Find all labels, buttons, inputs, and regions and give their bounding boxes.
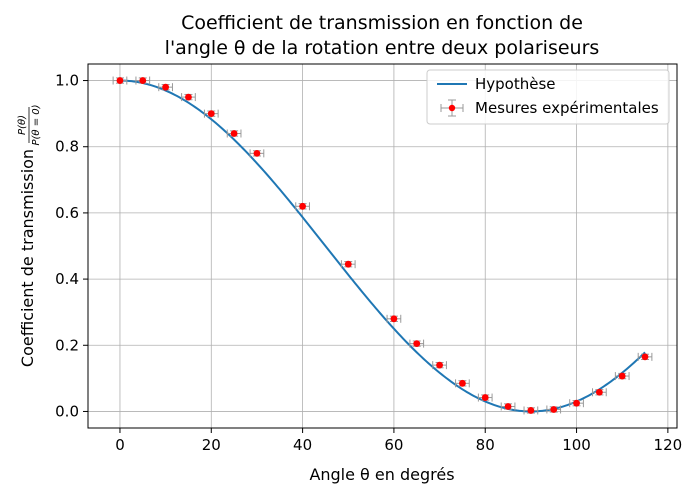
plot-frame: [87, 63, 678, 429]
y-axis-label-denominator: P(θ = 0): [31, 104, 42, 145]
measurement-point: [295, 202, 310, 211]
measurement-point: [203, 109, 219, 118]
legend-box: [426, 69, 670, 125]
measurement-marker: [207, 110, 215, 118]
x-axis: 0 20 40 60 80 100 120: [115, 428, 682, 454]
measurement-marker: [299, 202, 306, 210]
measurement-point: [500, 402, 516, 411]
measurement-marker: [527, 407, 535, 414]
legend-label-hypothesis: Hypothèse: [475, 75, 556, 93]
measurement-point: [637, 352, 653, 361]
measurements-series: [112, 76, 653, 415]
measurement-point: [226, 129, 242, 138]
y-axis: 0.0 0.2 0.4 0.6 0.8 1.0: [55, 72, 88, 420]
measurement-marker: [595, 388, 603, 396]
y-tick-label: 1.0: [55, 72, 79, 90]
x-tick-label: 20: [202, 436, 221, 454]
measurement-marker: [459, 379, 466, 387]
measurement-marker: [139, 77, 147, 84]
measurement-marker: [162, 83, 170, 91]
hypothesis-series: [119, 79, 646, 413]
measurement-point: [340, 260, 356, 269]
measurement-point: [592, 388, 607, 397]
y-axis-label: Coefficient de transmission P(θ) P(θ = 0…: [17, 104, 42, 367]
legend-label-measurements: Mesures expérimentales: [475, 99, 659, 117]
measurement-point: [614, 372, 630, 381]
measurement-marker: [185, 93, 192, 101]
x-tick-label: 0: [115, 436, 125, 454]
chart-title-line-2: l'angle θ de la rotation entre deux pola…: [165, 37, 600, 59]
x-axis-label: Angle θ en degrés: [309, 465, 454, 484]
measurement-marker: [573, 399, 580, 407]
measurement-marker: [550, 406, 558, 413]
measurement-point: [432, 361, 447, 370]
measurement-point: [181, 93, 196, 102]
hypothesis-curve: [119, 79, 646, 413]
measurement-marker: [390, 315, 398, 323]
y-tick-label: 0.6: [55, 204, 79, 222]
x-tick-label: 120: [654, 436, 683, 454]
measurement-marker: [344, 260, 352, 268]
measurement-marker: [116, 77, 124, 84]
measurement-marker: [481, 394, 489, 401]
measurement-point: [249, 149, 265, 158]
y-tick-label: 0.2: [55, 336, 79, 354]
x-tick-label: 80: [476, 436, 495, 454]
measurement-point: [135, 76, 151, 85]
y-axis-label-main: Coefficient de transmission: [18, 149, 37, 367]
measurement-point: [386, 314, 402, 323]
measurement-point: [409, 339, 425, 348]
measurement-marker: [413, 340, 421, 348]
measurement-marker: [618, 372, 626, 380]
measurement-marker: [504, 403, 512, 410]
measurement-marker: [230, 130, 238, 137]
measurement-point: [112, 76, 128, 85]
y-tick-label: 0.8: [55, 138, 79, 156]
measurement-marker: [253, 149, 261, 157]
measurement-point: [569, 399, 584, 408]
x-tick-label: 60: [384, 436, 403, 454]
x-tick-label: 40: [293, 436, 312, 454]
measurement-point: [546, 405, 562, 414]
measurement-marker: [641, 353, 649, 361]
measurement-point: [523, 406, 539, 415]
legend-errorbar-swatch: [440, 99, 464, 117]
measurement-point: [477, 393, 493, 402]
measurement-marker: [436, 361, 443, 369]
chart-title: Coefficient de transmission en fonction …: [165, 12, 600, 59]
measurement-point: [158, 83, 173, 92]
chart-title-line-1: Coefficient de transmission en fonction …: [181, 12, 583, 34]
y-tick-label: 0.4: [55, 270, 79, 288]
y-axis-label-numerator: P(θ): [17, 115, 28, 135]
legend: Hypothèse Mesures expérimentales: [426, 69, 670, 125]
measurement-point: [455, 379, 470, 388]
x-tick-label: 100: [562, 436, 591, 454]
y-tick-label: 0.0: [55, 402, 79, 420]
